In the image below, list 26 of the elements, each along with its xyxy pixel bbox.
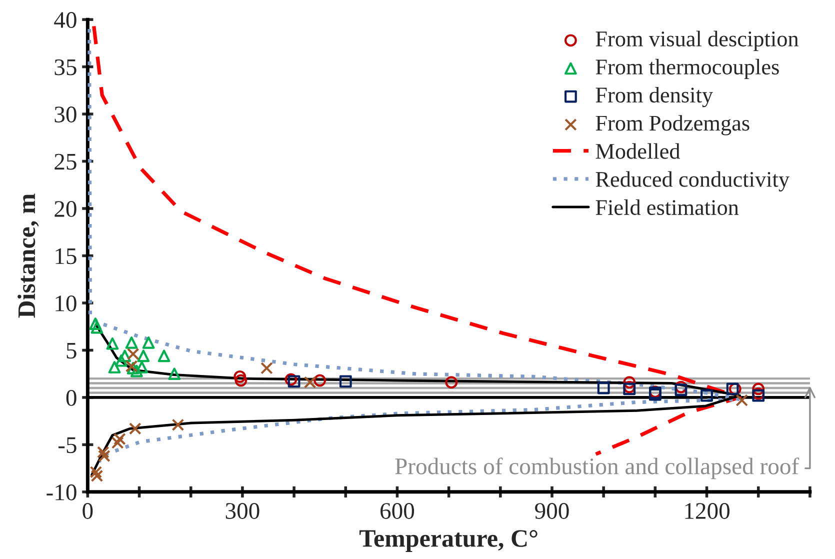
legend-label: From Podzemgas bbox=[596, 115, 750, 136]
x-axis-title: Temperature, C° bbox=[359, 530, 538, 552]
y-tick-label: 35 bbox=[54, 59, 76, 76]
legend-label: Reduced conductivity bbox=[596, 171, 790, 192]
x-tick-label: 900 bbox=[535, 503, 569, 519]
x-tick-label: 600 bbox=[380, 503, 414, 519]
x-tick-label: 0 bbox=[82, 503, 93, 519]
legend-label: From density bbox=[596, 86, 713, 108]
y-tick-label: 30 bbox=[54, 106, 76, 122]
y-tick-label: -5 bbox=[58, 437, 76, 454]
y-tick-label: 5 bbox=[66, 342, 76, 359]
y-tick-label: 20 bbox=[54, 201, 76, 217]
x-tick-label: 300 bbox=[226, 503, 260, 519]
y-tick-label: 0 bbox=[66, 390, 76, 406]
y-tick-label: 25 bbox=[54, 154, 76, 170]
legend-label: From visual desciption bbox=[596, 30, 798, 51]
legend-label: Field estimation bbox=[596, 199, 739, 216]
legend-label: From thermocouples bbox=[596, 58, 779, 80]
y-tick-label: 40 bbox=[54, 12, 76, 28]
y-tick-label: 10 bbox=[56, 295, 76, 312]
annotation: Products of combustion and collapsed roof bbox=[395, 457, 800, 480]
y-tick-label: -10 bbox=[46, 484, 76, 500]
y-tick-label: 15 bbox=[56, 248, 76, 264]
legend-label: Modelled bbox=[596, 143, 680, 159]
x-tick-label: 1200 bbox=[685, 503, 730, 519]
y-axis-title: Distance, m bbox=[18, 194, 39, 318]
